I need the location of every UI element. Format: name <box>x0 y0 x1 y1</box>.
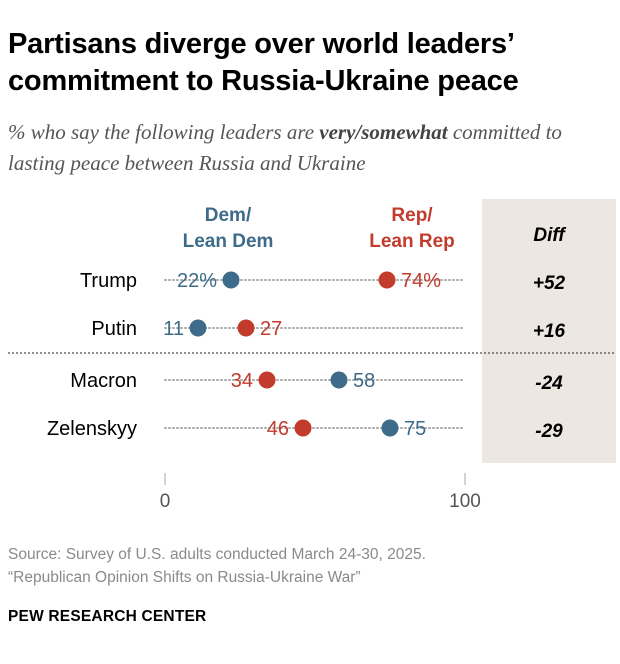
subtitle-pre: % who say the following leaders are <box>8 120 320 144</box>
rep-value-label: 27 <box>260 318 282 340</box>
diff-header: Diff <box>533 225 566 246</box>
row-zelenskyy: Zelenskyy 75 46 -29 <box>47 418 563 442</box>
diff-value: -24 <box>535 373 563 394</box>
dem-value-label: 11 <box>163 318 184 340</box>
diff-value: +52 <box>533 273 566 294</box>
diff-column-background <box>482 199 616 463</box>
legend-rep-line2: Lean Rep <box>369 231 455 252</box>
legend-dem-line1: Dem/ <box>205 205 252 226</box>
dem-value-label: 58 <box>353 370 375 392</box>
pew-logo-text: PEW RESEARCH CENTER <box>8 608 207 625</box>
dem-dot <box>189 319 207 337</box>
rep-dot <box>237 319 255 337</box>
dem-dot <box>381 419 399 437</box>
diff-value: -29 <box>535 421 563 442</box>
row-label: Trump <box>80 270 137 292</box>
row-macron: Macron 58 34 -24 <box>70 370 563 394</box>
dem-dot <box>330 371 348 389</box>
legend-rep-line1: Rep/ <box>391 205 433 226</box>
rep-dot <box>258 371 276 389</box>
dem-value-label: 22% <box>177 270 217 292</box>
row-label: Macron <box>70 370 137 392</box>
row-label: Zelenskyy <box>47 418 137 440</box>
row-label: Putin <box>91 318 137 340</box>
source-line: Source: Survey of U.S. adults conducted … <box>8 546 426 563</box>
row-trump: Trump 22% 74% +52 <box>80 270 566 294</box>
subtitle-post: committed to lasting peace between Russi… <box>8 120 562 175</box>
source-note: Source: Survey of U.S. adults conducted … <box>8 543 426 589</box>
rep-value-label: 46 <box>267 418 289 440</box>
subtitle-emphasis: very/somewhat <box>319 120 448 144</box>
diff-value: +16 <box>533 321 566 342</box>
x-axis-label-0: 0 <box>160 491 171 512</box>
dem-dot <box>222 271 240 289</box>
legend-dem-line2: Lean Dem <box>183 231 274 252</box>
row-putin: Putin 11 27 +16 <box>91 318 565 342</box>
chart-subtitle: % who say the following leaders are very… <box>8 117 618 179</box>
rep-dot <box>378 271 396 289</box>
dot-plot: Dem/ Lean Dem Rep/ Lean Rep Diff Trump 22… <box>8 199 616 512</box>
rep-dot <box>294 419 312 437</box>
rep-value-label: 74% <box>401 270 441 292</box>
rep-value-label: 34 <box>231 370 253 392</box>
x-axis-label-100: 100 <box>449 491 481 512</box>
dem-value-label: 75 <box>404 418 426 440</box>
chart-title: Partisans diverge over world leaders’ co… <box>8 28 519 97</box>
report-line: “Republican Opinion Shifts on Russia-Ukr… <box>8 569 361 586</box>
